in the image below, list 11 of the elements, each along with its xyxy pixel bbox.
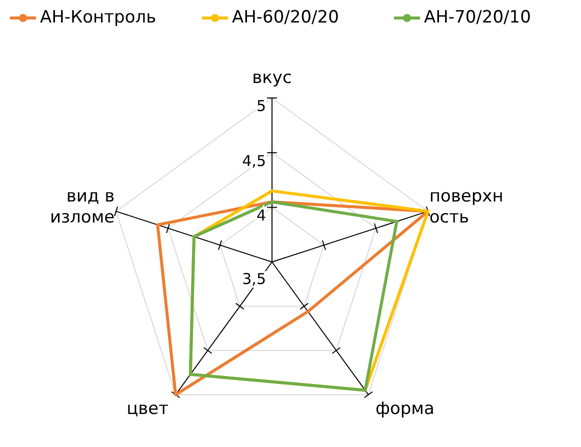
legend-label: АН-70/20/10 bbox=[424, 8, 531, 28]
spoke-label: форма bbox=[375, 398, 434, 419]
legend-label: АН-60/20/20 bbox=[232, 8, 339, 28]
spoke-label: вкус bbox=[252, 68, 292, 88]
spoke-label: поверхность bbox=[429, 186, 504, 228]
y-tick-label: 4,5 bbox=[242, 152, 266, 170]
legend-label: АН-Контроль bbox=[40, 8, 156, 28]
spoke-label: вид в изломе bbox=[50, 186, 115, 228]
spoke-label: цвет bbox=[126, 398, 169, 419]
y-tick-label: 4 bbox=[256, 206, 266, 224]
y-tick-label: 5 bbox=[256, 97, 266, 116]
